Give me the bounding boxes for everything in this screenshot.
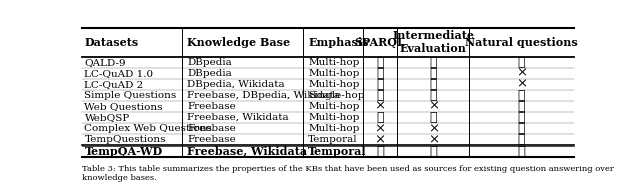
Text: Multi-hop: Multi-hop — [308, 58, 360, 67]
Text: Intermediate
Evaluation: Intermediate Evaluation — [392, 30, 474, 54]
Text: ✓: ✓ — [429, 56, 437, 69]
Text: Complex Web Questions: Complex Web Questions — [84, 124, 212, 133]
Text: Natural questions: Natural questions — [465, 37, 578, 48]
Text: ✓: ✓ — [429, 67, 437, 80]
Text: ✓: ✓ — [518, 111, 525, 124]
Text: Freebase: Freebase — [187, 135, 236, 144]
Text: ×: × — [516, 67, 527, 80]
Text: Freebase, Wikidata: Freebase, Wikidata — [187, 113, 289, 122]
Text: ✓: ✓ — [429, 89, 437, 102]
Text: ✓: ✓ — [376, 67, 384, 80]
Text: ✓: ✓ — [376, 145, 384, 158]
Text: ✓: ✓ — [376, 111, 384, 124]
Text: Multi-hop: Multi-hop — [308, 124, 360, 133]
Text: Temporal: Temporal — [308, 135, 358, 144]
Text: ×: × — [428, 133, 439, 146]
Text: TempQuestions: TempQuestions — [84, 135, 166, 144]
Text: ✓: ✓ — [376, 78, 384, 91]
Text: ×: × — [428, 122, 439, 135]
Text: Multi-hop: Multi-hop — [308, 69, 360, 78]
Text: ✓: ✓ — [429, 78, 437, 91]
Text: Freebase: Freebase — [187, 124, 236, 133]
Text: ✓: ✓ — [518, 100, 525, 113]
Text: ✓: ✓ — [518, 56, 525, 69]
Text: ×: × — [374, 133, 386, 146]
Text: DBpedia: DBpedia — [187, 58, 232, 67]
Text: Multi-hop: Multi-hop — [308, 113, 360, 122]
Text: ✓: ✓ — [518, 89, 525, 102]
Text: ✓: ✓ — [518, 133, 525, 146]
Text: LC-QuAD 1.0: LC-QuAD 1.0 — [84, 69, 154, 78]
Text: ✓: ✓ — [518, 122, 525, 135]
Text: DBpedia, Wikidata: DBpedia, Wikidata — [187, 80, 285, 89]
Text: ✓: ✓ — [429, 111, 437, 124]
Text: Single-hop: Single-hop — [308, 91, 365, 100]
Text: ✓: ✓ — [429, 145, 437, 158]
Text: Simple Questions: Simple Questions — [84, 91, 177, 100]
Text: ×: × — [374, 122, 386, 135]
Text: DBpedia: DBpedia — [187, 69, 232, 78]
Text: Knowledge Base: Knowledge Base — [187, 37, 291, 48]
Text: ✓: ✓ — [518, 145, 525, 158]
Text: ×: × — [374, 100, 386, 113]
Text: Multi-hop: Multi-hop — [308, 80, 360, 89]
Text: Web Questions: Web Questions — [84, 102, 163, 111]
Text: QALD-9: QALD-9 — [84, 58, 126, 67]
Text: ×: × — [428, 100, 439, 113]
Text: ✓: ✓ — [376, 56, 384, 69]
Text: SPARQL: SPARQL — [355, 37, 406, 48]
Text: LC-QuAD 2: LC-QuAD 2 — [84, 80, 144, 89]
Text: WebQSP: WebQSP — [84, 113, 130, 122]
Text: ✓: ✓ — [376, 89, 384, 102]
Text: Table 3: This table summarizes the properties of the KBs that have been used as : Table 3: This table summarizes the prope… — [83, 165, 614, 182]
Text: Multi-hop: Multi-hop — [308, 102, 360, 111]
Text: TempQA-WD: TempQA-WD — [84, 146, 163, 157]
Text: Freebase, DBpedia, Wikidata: Freebase, DBpedia, Wikidata — [187, 91, 340, 100]
Text: ×: × — [516, 78, 527, 91]
Text: Freebase: Freebase — [187, 102, 236, 111]
Text: Freebase, Wikidata: Freebase, Wikidata — [187, 146, 307, 157]
Text: Datasets: Datasets — [84, 37, 139, 48]
Text: Emphasis: Emphasis — [308, 37, 369, 48]
Text: Temporal: Temporal — [308, 146, 367, 157]
